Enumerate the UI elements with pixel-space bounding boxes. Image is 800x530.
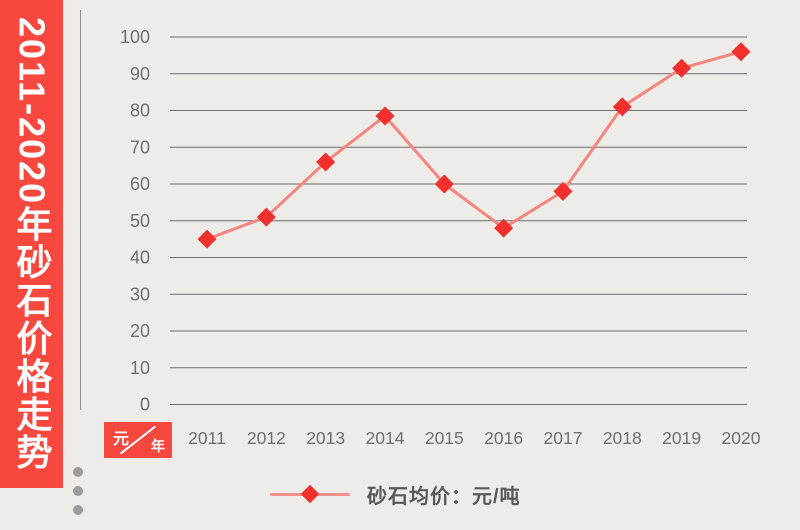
x-tick-label: 2016: [484, 428, 523, 448]
x-tick-label: 2013: [306, 428, 345, 448]
x-tick-label: 2014: [366, 428, 405, 448]
data-point-marker: [612, 97, 632, 117]
data-point-marker: [316, 152, 336, 172]
x-tick-label: 2011: [188, 428, 226, 448]
y-tick-label: 20: [130, 321, 150, 341]
dot-icon: [73, 467, 83, 477]
data-point-marker: [256, 207, 276, 227]
y-tick-label: 100: [120, 27, 150, 47]
y-tick-label: 90: [130, 64, 150, 84]
dot-icon: [73, 505, 83, 515]
y-tick-label: 10: [130, 358, 150, 378]
y-tick-label: 70: [130, 137, 150, 157]
y-tick-label: 40: [130, 248, 150, 268]
chart-legend: 砂石均价：元/吨: [270, 479, 521, 509]
x-tick-label: 2012: [247, 428, 286, 448]
title-ribbon: 2011-2020年砂石价格走势: [0, 0, 63, 488]
data-point-marker: [553, 181, 573, 201]
x-tick-label: 2015: [425, 428, 464, 448]
dot-icon: [73, 486, 83, 496]
y-tick-label: 0: [140, 395, 150, 415]
data-point-marker: [375, 106, 395, 126]
legend-swatch: [270, 484, 350, 504]
data-point-marker: [494, 218, 514, 238]
unit-denominator-label: 年: [151, 438, 165, 454]
data-point-marker: [731, 42, 751, 62]
x-tick-label: 2019: [662, 428, 701, 448]
data-point-marker: [672, 58, 692, 78]
data-point-marker: [434, 174, 454, 194]
decorative-dots: [73, 467, 83, 524]
x-tick-label: 2017: [544, 428, 583, 448]
y-tick-label: 30: [130, 284, 150, 304]
x-tick-label: 2018: [603, 428, 642, 448]
y-tick-label: 50: [130, 211, 150, 231]
axis-unit-badge: 元 年: [104, 422, 172, 458]
series-line: [206, 50, 742, 241]
page-title: 2011-2020年砂石价格走势: [11, 16, 53, 472]
unit-numerator-label: 元: [113, 431, 130, 448]
y-tick-label: 60: [130, 174, 150, 194]
data-point-marker: [197, 229, 217, 249]
y-tick-label: 80: [130, 101, 150, 121]
diamond-marker-icon: [300, 484, 320, 504]
legend-label: 砂石均价：元/吨: [367, 485, 521, 508]
x-tick-label: 2020: [722, 428, 761, 448]
